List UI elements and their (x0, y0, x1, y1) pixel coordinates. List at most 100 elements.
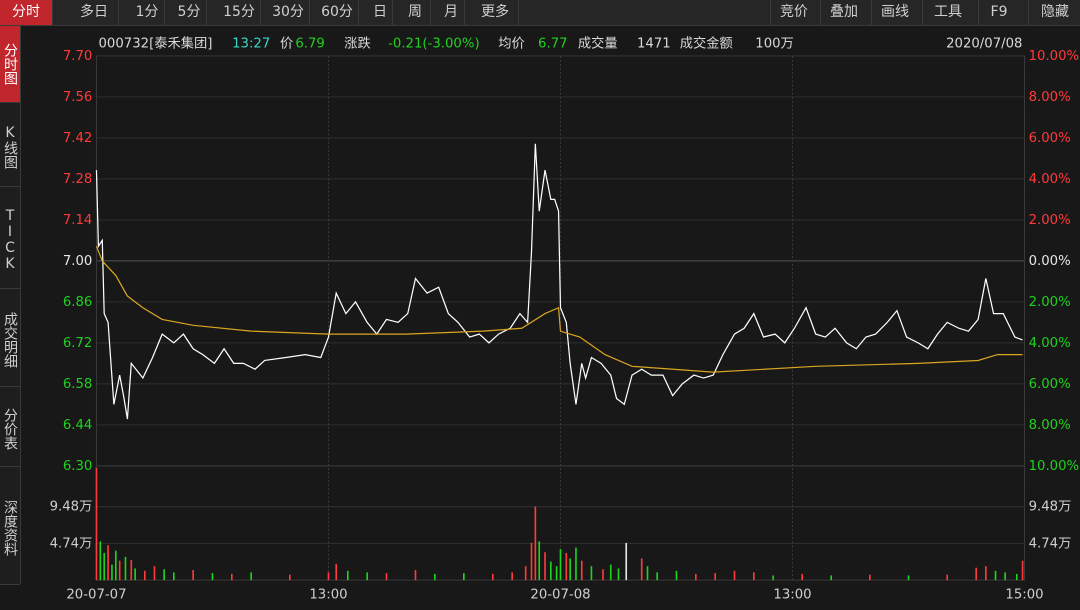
volume-bar (946, 574, 948, 581)
volume-bar (434, 573, 436, 581)
volume-bar (714, 573, 716, 581)
sidebar-tab[interactable]: TICK (0, 192, 20, 289)
toolbar: 分时 多日 1分 5分 15分 30分 60分日周月更多 竞价 叠加 画线 工具 F9 隐藏 (0, 0, 1080, 26)
volume-bar (95, 467, 98, 581)
volume-bar (172, 572, 175, 581)
y-tick-label: 7.56 (63, 90, 93, 105)
y2-tick-label: 4.00% (1029, 172, 1071, 187)
toolbar-tab[interactable]: 更多 (472, 0, 519, 25)
volume-bar (534, 506, 537, 581)
volume-bar (385, 573, 388, 581)
volume-bar (230, 573, 233, 581)
y-tick-label: 6.86 (63, 295, 93, 310)
toolbar-button[interactable]: 叠加 (820, 0, 867, 25)
volume-bar (695, 573, 697, 581)
y-tick-label: 4.74万 (50, 536, 93, 551)
toolbar-button[interactable]: 竞价 (770, 0, 817, 25)
y-tick-label: 9.48万 (50, 500, 93, 515)
volume-bar (492, 573, 494, 581)
x-tick-label: 20-07-07 (66, 587, 126, 602)
x-tick-label: 13:00 (309, 587, 347, 602)
volume-bar (830, 575, 832, 581)
volume-bar (550, 561, 552, 581)
toolbar-tab[interactable]: 60分 (316, 0, 359, 25)
sidebar-tab[interactable]: K线图 (0, 108, 20, 187)
toolbar-tab[interactable]: 30分 (267, 0, 310, 25)
volume-bar (575, 547, 577, 581)
volume-bar (153, 566, 156, 581)
volume-bar (530, 542, 533, 581)
volume-bar (640, 558, 643, 581)
volume-bar (134, 568, 136, 581)
y-tick-label: 7.00 (63, 254, 93, 269)
x-tick-label: 15:00 (1005, 587, 1043, 602)
volume-bar (107, 545, 109, 581)
volume-bar (103, 552, 106, 581)
volume-bar (118, 560, 121, 581)
volume-bar (163, 569, 165, 581)
volume-bar (511, 572, 513, 581)
volume-bar (753, 572, 755, 581)
volume-bar (975, 567, 977, 581)
sidebar-tab[interactable]: 深度资料 (0, 472, 20, 585)
volume-bar (733, 570, 736, 581)
y2-tick-label: 0.00% (1029, 254, 1071, 269)
y2-tick-label: 10.00% (1029, 49, 1080, 64)
change-value: -0.21(-3.00%) (388, 37, 479, 52)
amount-label: 成交金额 (680, 35, 733, 52)
avg-label: 均价 (498, 36, 525, 52)
toolbar-tab[interactable]: 多日 (70, 0, 119, 25)
sidebar-tab[interactable]: 分价表 (0, 392, 20, 467)
volume-bar (569, 558, 571, 581)
toolbar-button[interactable]: 隐藏 (1028, 0, 1080, 25)
volume-bar (801, 573, 803, 581)
volume-bar (994, 570, 997, 581)
volume-label: 成交量 (578, 35, 618, 52)
price-label: 价 (280, 37, 293, 52)
sidebar-tab[interactable]: 分时图 (0, 26, 20, 103)
volume-bar (544, 552, 546, 581)
volume-bar (772, 575, 774, 581)
y-tick-label: 7.14 (63, 213, 93, 228)
volume-bar (985, 566, 987, 581)
volume-bar (602, 569, 604, 581)
volume-bar (124, 556, 127, 581)
volume-bar (617, 568, 620, 581)
toolbar-button[interactable]: 画线 (871, 0, 918, 25)
toolbar-tab[interactable]: 5分 (172, 0, 207, 25)
toolbar-tab[interactable]: 周 (400, 0, 431, 25)
volume-bar (366, 572, 368, 581)
volume-bar (1004, 572, 1006, 581)
volume-bar (524, 566, 527, 581)
volume-value: 1471 (637, 37, 671, 52)
volume-bar (1015, 573, 1018, 581)
toolbar-tab[interactable]: 分时 (0, 0, 53, 25)
y2-tick-label: 2.00% (1029, 295, 1071, 310)
volume-bar (192, 570, 194, 581)
volume-bar (327, 572, 330, 581)
toolbar-button[interactable]: 工具 (922, 0, 973, 25)
toolbar-tab[interactable]: 15分 (218, 0, 261, 25)
volume-bar (590, 566, 593, 581)
volume-bar (609, 564, 612, 581)
sidebar-tab[interactable]: 成交明细 (0, 294, 20, 387)
toolbar-tab[interactable]: 月 (438, 0, 465, 25)
toolbar-tab[interactable]: 1分 (130, 0, 165, 25)
volume-bar (211, 573, 214, 581)
y2-tick-label: 8.00% (1029, 418, 1071, 433)
toolbar-tab[interactable]: 日 (368, 0, 393, 25)
volume-bar (555, 566, 558, 581)
info-date: 2020/07/08 (946, 37, 1022, 52)
volume-bar (335, 563, 338, 581)
toolbar-button[interactable]: F9 (978, 0, 1019, 25)
volume-bar (656, 572, 658, 581)
y-tick-label: 7.42 (63, 131, 93, 146)
volume-bar (538, 541, 541, 581)
volume-bar (646, 566, 649, 581)
y2-tick-label: 6.00% (1029, 131, 1071, 146)
volume-bar (130, 559, 133, 581)
y2-tick-label: 10.00% (1029, 459, 1080, 474)
y-tick-label: 4.74万 (1029, 536, 1072, 551)
volume-bar (346, 570, 349, 581)
y-tick-label: 6.30 (63, 459, 93, 474)
